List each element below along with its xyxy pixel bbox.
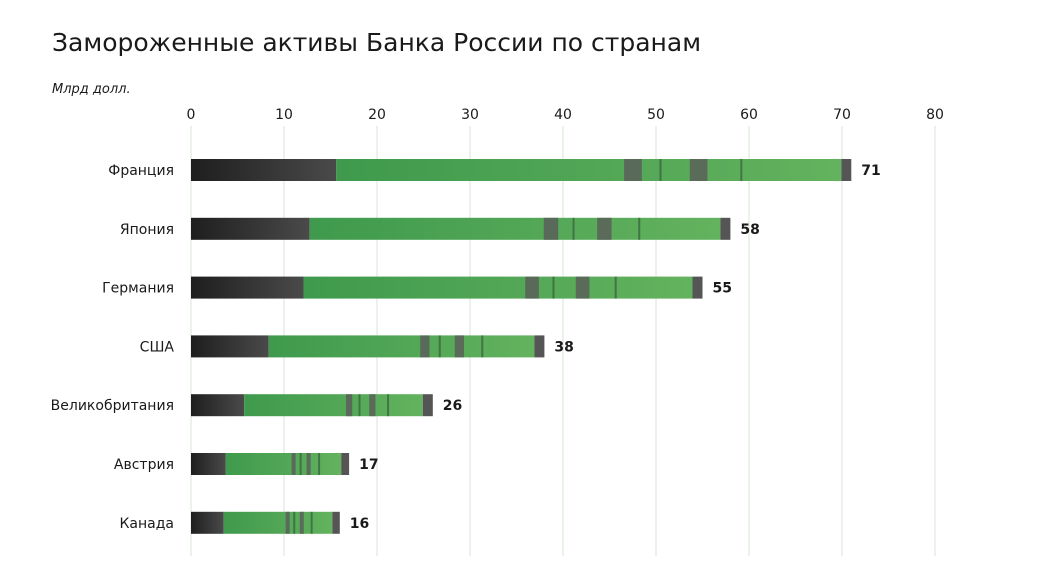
x-tick-label: 30 (461, 107, 479, 123)
bar-separator (740, 159, 743, 181)
bar-end-cap (534, 335, 545, 358)
bar-dark-segment (191, 511, 224, 534)
bar-dark-segment (191, 276, 304, 299)
bar-green-segment (309, 217, 721, 240)
bar-separator (346, 394, 353, 417)
bar-separator (572, 217, 575, 240)
chart-title: Замороженные активы Банка России по стра… (52, 28, 702, 57)
x-tick-label: 20 (368, 107, 386, 123)
category-label: Австрия (114, 457, 174, 473)
bar-separator (318, 453, 321, 475)
x-axis-ticks: 0 10 20 30 40 50 60 70 80 (187, 107, 944, 123)
bar-separator (575, 276, 590, 299)
bar-separator (597, 217, 612, 240)
bar-separator (299, 511, 304, 534)
bar-separator (525, 276, 539, 299)
x-tick-label: 50 (647, 107, 665, 123)
category-label: Германия (102, 281, 174, 297)
bar-separator (454, 335, 465, 358)
bar-green-segment (268, 335, 535, 358)
bar-end-cap (332, 511, 340, 534)
bar-separator (387, 394, 390, 417)
bar-separator (659, 159, 662, 181)
bar (191, 335, 545, 358)
category-label: Япония (120, 222, 174, 238)
category-label: Великобритания (51, 398, 174, 414)
bar (191, 217, 731, 240)
bar-green-segment (336, 159, 842, 181)
x-tick-label: 40 (554, 107, 572, 123)
value-label: 38 (554, 339, 573, 355)
bar-separator (481, 335, 484, 358)
bar-green-segment (244, 394, 423, 417)
x-tick-label: 60 (740, 107, 758, 123)
bar (191, 276, 703, 299)
bar-end-cap (841, 159, 852, 181)
bar-separator (293, 511, 296, 534)
bar-dark-segment (191, 217, 310, 240)
x-tick-label: 70 (833, 107, 851, 123)
bar (191, 159, 852, 181)
bar-separator (552, 276, 555, 299)
bar-dark-segment (191, 159, 337, 181)
bar-separator (689, 159, 708, 181)
value-label: 58 (740, 222, 759, 238)
value-label: 26 (443, 398, 462, 414)
bar-separator (291, 453, 296, 475)
bar-separator (624, 159, 642, 181)
x-tick-label: 0 (187, 107, 196, 123)
unit-label: Млрд долл. (52, 82, 131, 97)
bars-layer (191, 159, 852, 534)
value-label: 71 (861, 163, 880, 179)
bar-separator (285, 511, 290, 534)
bar-separator (299, 453, 302, 475)
value-label: 55 (713, 281, 732, 297)
bar-separator (543, 217, 559, 240)
bar-dark-segment (191, 335, 269, 358)
x-tick-label: 80 (926, 107, 944, 123)
bar-green-segment (223, 511, 333, 534)
bar-separator (438, 335, 441, 358)
bar-separator (310, 511, 313, 534)
bar-separator (614, 276, 617, 299)
value-label: 16 (350, 516, 369, 532)
value-label: 17 (359, 457, 378, 473)
bar-green-segment (225, 453, 342, 475)
bar-separator (369, 394, 376, 417)
bar-end-cap (720, 217, 731, 240)
bar-green-segment (303, 276, 693, 299)
bar-end-cap (692, 276, 703, 299)
bar (191, 394, 433, 417)
bar-end-cap (422, 394, 433, 417)
bar-end-cap (341, 453, 350, 475)
category-label: США (140, 339, 175, 355)
bar-dark-segment (191, 394, 245, 417)
bar (191, 453, 350, 475)
bar-separator (420, 335, 430, 358)
bar-dark-segment (191, 453, 226, 475)
category-label: Франция (108, 163, 174, 179)
x-tick-label: 10 (275, 107, 293, 123)
bar-separator (306, 453, 311, 475)
bar-separator (638, 217, 641, 240)
bar-separator (358, 394, 361, 417)
bar (191, 511, 340, 534)
category-label: Канада (119, 516, 174, 532)
labels-layer: Франция 71 Япония 58 Германия 55 США 38 Великобр… (51, 163, 881, 532)
